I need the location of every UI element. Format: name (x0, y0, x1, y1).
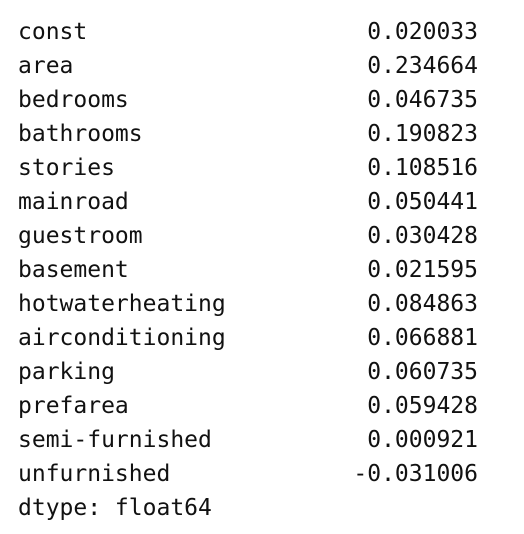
series-row: stories 0.108516 (18, 151, 478, 185)
row-value: 0.190823 (367, 121, 478, 147)
row-label: mainroad (18, 189, 129, 215)
row-value: -0.031006 (353, 461, 478, 487)
row-label: hotwaterheating (18, 291, 226, 317)
row-label: area (18, 53, 74, 79)
dtype-label: dtype: float64 (18, 495, 212, 521)
series-row: area 0.234664 (18, 49, 478, 83)
row-label: prefarea (18, 393, 129, 419)
row-label: bathrooms (18, 121, 143, 147)
row-label: bedrooms (18, 87, 129, 113)
row-value: 0.108516 (367, 155, 478, 181)
row-value: 0.234664 (367, 53, 478, 79)
row-label: const (18, 19, 88, 45)
row-value: 0.020033 (367, 19, 478, 45)
series-row: bathrooms 0.190823 (18, 117, 478, 151)
series-row: parking 0.060735 (18, 355, 478, 389)
row-label: guestroom (18, 223, 143, 249)
row-label: parking (18, 359, 115, 385)
row-label: basement (18, 257, 129, 283)
series-row: const 0.020033 (18, 15, 478, 49)
row-label: airconditioning (18, 325, 226, 351)
series-row: mainroad 0.050441 (18, 185, 478, 219)
series-row: basement 0.021595 (18, 253, 478, 287)
series-row: unfurnished -0.031006 (18, 457, 478, 491)
row-label: stories (18, 155, 115, 181)
series-row: prefarea 0.059428 (18, 389, 478, 423)
series-output: const 0.020033 area 0.234664 bedrooms 0.… (18, 15, 478, 525)
row-value: 0.059428 (367, 393, 478, 419)
row-label: unfurnished (18, 461, 171, 487)
series-row: bedrooms 0.046735 (18, 83, 478, 117)
row-value: 0.060735 (367, 359, 478, 385)
row-label: semi-furnished (18, 427, 212, 453)
row-value: 0.021595 (367, 257, 478, 283)
row-value: 0.046735 (367, 87, 478, 113)
series-row: hotwaterheating 0.084863 (18, 287, 478, 321)
row-value: 0.084863 (367, 291, 478, 317)
series-row: guestroom 0.030428 (18, 219, 478, 253)
row-value: 0.030428 (367, 223, 478, 249)
row-value: 0.050441 (367, 189, 478, 215)
row-value: 0.000921 (367, 427, 478, 453)
series-row: airconditioning 0.066881 (18, 321, 478, 355)
row-value: 0.066881 (367, 325, 478, 351)
series-row: semi-furnished 0.000921 (18, 423, 478, 457)
